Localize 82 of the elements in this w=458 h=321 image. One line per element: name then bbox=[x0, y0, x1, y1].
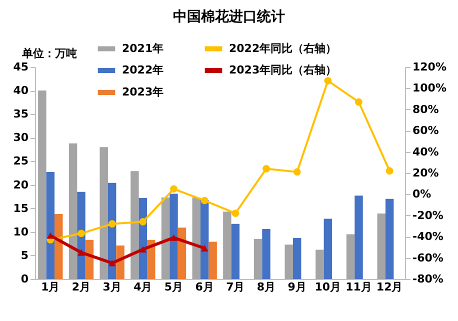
x-tick-label: 4月 bbox=[134, 280, 152, 294]
point bbox=[355, 98, 362, 106]
legend-label: 2023年 bbox=[122, 86, 164, 98]
y2-tick-label: -80% bbox=[412, 272, 444, 286]
point bbox=[108, 220, 116, 228]
y2-tick-label: -60% bbox=[412, 251, 444, 264]
bar bbox=[324, 218, 332, 279]
y-tick-label: 10 bbox=[13, 225, 29, 238]
bar bbox=[100, 147, 108, 279]
y2-tick-label: 0% bbox=[412, 188, 432, 201]
y2-tick-label: 100% bbox=[412, 82, 446, 95]
point bbox=[200, 245, 208, 252]
point bbox=[386, 167, 394, 175]
point bbox=[139, 218, 147, 226]
bar bbox=[38, 90, 46, 279]
point bbox=[78, 230, 85, 238]
bar bbox=[346, 234, 355, 279]
x-tick-label: 2月 bbox=[72, 280, 91, 294]
y2-tick-label: 40% bbox=[412, 145, 439, 158]
point bbox=[324, 77, 332, 84]
x-tick-label: 3月 bbox=[102, 280, 122, 294]
point bbox=[170, 185, 178, 193]
x-tick-label: 5月 bbox=[164, 280, 184, 294]
bar bbox=[68, 143, 78, 279]
y2-tick-label: 120% bbox=[412, 60, 446, 74]
legend-label: 2022年 bbox=[122, 64, 164, 76]
bar bbox=[161, 198, 170, 279]
x-tick-label: 6月 bbox=[195, 280, 214, 294]
point bbox=[139, 246, 147, 253]
y-tick-label: 5 bbox=[20, 248, 28, 262]
bar bbox=[231, 224, 240, 279]
x-tick-label: 12月 bbox=[376, 280, 403, 294]
bar bbox=[284, 244, 293, 279]
legend-label: 2021年 bbox=[122, 42, 164, 55]
y2-tick-label: 80% bbox=[412, 102, 439, 116]
bar bbox=[223, 212, 232, 279]
text: 单位：万吨 bbox=[22, 46, 77, 61]
point bbox=[78, 249, 85, 256]
y-tick-label: 0 bbox=[20, 272, 29, 286]
y2-tick-label: 20% bbox=[412, 166, 439, 180]
y-tick-label: 40 bbox=[13, 84, 29, 98]
x-tick-label: 8月 bbox=[256, 280, 276, 294]
legend-label: 2022年同比（右轴） bbox=[229, 42, 337, 55]
point bbox=[293, 168, 301, 176]
bar bbox=[254, 238, 262, 279]
point bbox=[232, 210, 240, 217]
bar bbox=[292, 238, 302, 279]
y2-tick-label: 60% bbox=[412, 124, 439, 138]
bar bbox=[385, 198, 394, 279]
bar bbox=[46, 172, 55, 279]
legend-label: 2023年同比（右轴） bbox=[229, 64, 337, 76]
x-tick-label: 10月 bbox=[314, 280, 342, 294]
bar bbox=[147, 240, 156, 279]
point bbox=[46, 232, 54, 239]
bar bbox=[208, 242, 217, 279]
y-tick-label: 30 bbox=[13, 131, 29, 144]
point bbox=[200, 196, 208, 204]
bar bbox=[54, 214, 63, 279]
chart-title: 中国棉花进口统计 bbox=[172, 8, 286, 26]
x-tick-label: 1月 bbox=[41, 280, 60, 294]
point bbox=[262, 165, 270, 172]
point bbox=[108, 260, 116, 266]
y-tick-label: 25 bbox=[13, 154, 28, 168]
y2-tick-label: -40% bbox=[412, 230, 444, 244]
x-tick-label: 9月 bbox=[288, 280, 306, 294]
y2-tick-label: -20% bbox=[412, 208, 444, 222]
x-tick-label: 11月 bbox=[346, 280, 372, 294]
bar bbox=[178, 228, 186, 279]
bar bbox=[354, 196, 363, 279]
bar bbox=[130, 171, 139, 279]
bar bbox=[316, 250, 324, 279]
bar bbox=[377, 214, 386, 279]
bar bbox=[200, 200, 209, 279]
point bbox=[170, 234, 178, 241]
x-tick-label: 7月 bbox=[226, 280, 245, 294]
bar bbox=[170, 194, 178, 279]
bar bbox=[192, 198, 200, 279]
y-tick-label: 35 bbox=[13, 108, 28, 121]
bar bbox=[262, 229, 270, 279]
y-tick-label: 20 bbox=[13, 178, 29, 192]
y-tick-label: 15 bbox=[13, 202, 28, 215]
y-tick-label: 45 bbox=[13, 60, 28, 74]
